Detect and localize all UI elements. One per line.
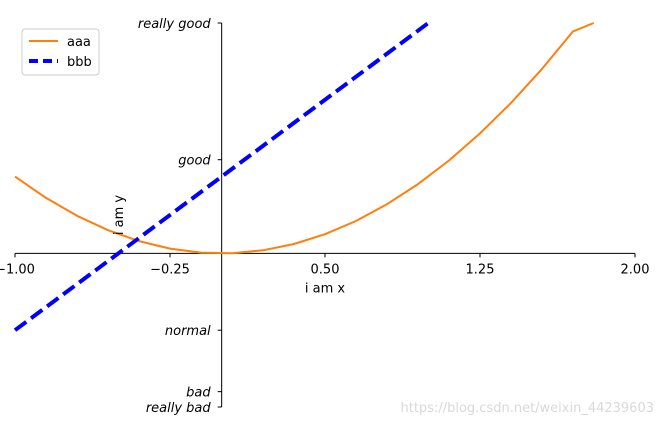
y-tick-label: good bbox=[178, 154, 211, 169]
series-line-bbb bbox=[13, 21, 430, 332]
x-tick-label: −1.00 bbox=[0, 262, 35, 277]
x-tick-label: 0.50 bbox=[311, 262, 340, 277]
series-line-aaa bbox=[14, 22, 595, 255]
axes bbox=[15, 23, 635, 407]
y-tick-label: bad bbox=[186, 386, 211, 401]
x-axis-label: i am x bbox=[305, 281, 346, 296]
y-tick-label: really good bbox=[138, 17, 212, 32]
legend-label-aaa: aaa bbox=[67, 35, 91, 50]
y-tick-label: really bad bbox=[146, 401, 212, 416]
x-tick-label: 1.25 bbox=[466, 262, 495, 277]
x-tick-label: −0.25 bbox=[150, 262, 190, 277]
watermark: https://blog.csdn.net/weixin_44239603 bbox=[400, 401, 654, 416]
x-tick-label: 2.00 bbox=[621, 262, 650, 277]
y-axis-label: i am y bbox=[112, 195, 127, 236]
series bbox=[13, 21, 595, 332]
legend-label-bbb: bbb bbox=[67, 55, 92, 70]
legend: aaa bbb bbox=[21, 28, 100, 76]
y-tick-label: normal bbox=[165, 324, 211, 339]
